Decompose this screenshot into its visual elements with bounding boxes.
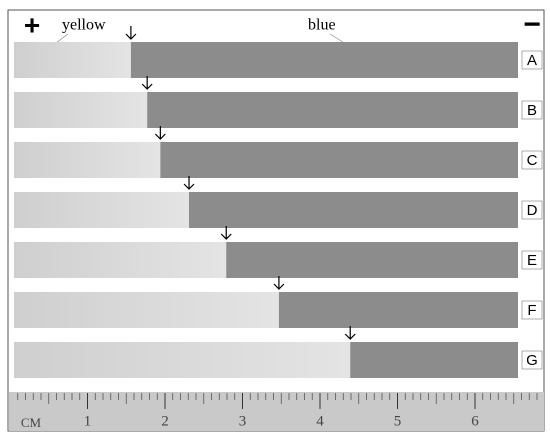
figure: + yellow blue − A B C D E F G CM 1 2 3 4 5 6 [0, 0, 550, 436]
strip-label: G [526, 352, 538, 369]
blue-zone [189, 192, 518, 228]
blue-zone [350, 342, 518, 378]
ruler-unit: CM [21, 415, 42, 430]
minus-sign: − [523, 8, 541, 41]
blue-zone [160, 142, 518, 178]
ruler-label: 2 [161, 413, 169, 429]
ruler-label: 5 [394, 413, 402, 429]
strip-label: D [527, 202, 538, 219]
yellow-zone [14, 192, 189, 228]
strip-label: B [527, 102, 537, 119]
ruler-label: 1 [84, 413, 92, 429]
plus-sign: + [24, 9, 40, 40]
arrow [126, 26, 136, 39]
ruler-label: 4 [316, 413, 324, 429]
ruler-label: 3 [239, 413, 247, 429]
yellow-zone [14, 242, 226, 278]
strip-label: F [527, 302, 536, 319]
yellow-zone [14, 42, 131, 78]
blue-label: blue [308, 17, 336, 34]
yellow-zone [14, 292, 279, 328]
ruler-label: 6 [471, 413, 479, 429]
yellow-label: yellow [62, 17, 106, 34]
page: + yellow blue − ABCDEFGCM123456 (() => {… [0, 0, 550, 436]
strip-label: E [527, 252, 537, 269]
strip-label: A [527, 52, 537, 69]
blue-zone [226, 242, 518, 278]
yellow-zone [14, 342, 350, 378]
blue-zone [131, 42, 518, 78]
blue-zone [147, 92, 518, 128]
strip-label: C [527, 152, 538, 169]
blue-zone [279, 292, 518, 328]
yellow-zone [14, 92, 147, 128]
yellow-zone [14, 142, 160, 178]
